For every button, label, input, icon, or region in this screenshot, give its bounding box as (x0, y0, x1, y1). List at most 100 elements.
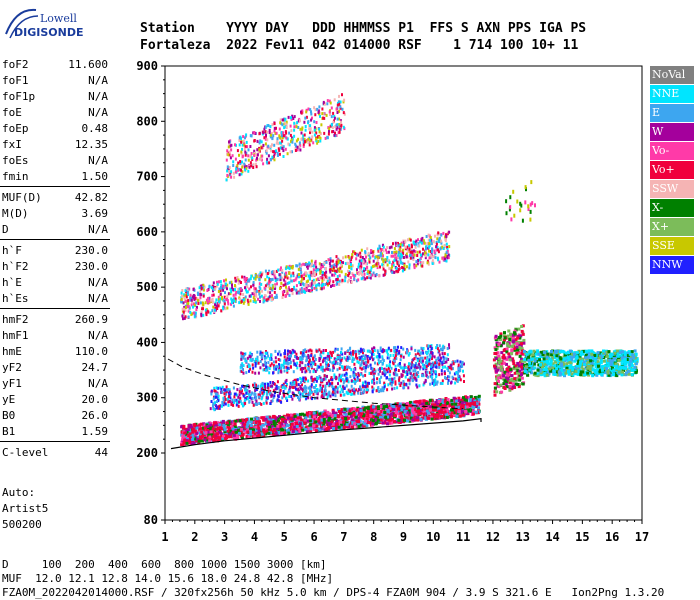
echo-point (265, 422, 269, 426)
echo-point (350, 418, 354, 422)
echo-point (414, 245, 417, 249)
echo-point (459, 414, 463, 418)
echo-point (307, 279, 309, 283)
echo-point (406, 349, 408, 353)
echo-point (330, 377, 332, 381)
echo-point (351, 264, 354, 268)
echo-point (305, 283, 308, 286)
echo-point (408, 412, 411, 416)
echo-point (292, 413, 295, 417)
echo-point (319, 363, 322, 367)
echo-point (197, 439, 201, 443)
echo-point (182, 301, 185, 305)
echo-point (299, 367, 302, 371)
echo-point (320, 418, 323, 422)
echo-point (293, 394, 296, 398)
echo-point (320, 355, 323, 359)
echo-point (338, 376, 341, 380)
echo-point (266, 282, 269, 286)
echo-point (405, 265, 408, 269)
echo-point (435, 242, 438, 246)
echo-point (245, 282, 248, 286)
echo-point (316, 427, 320, 431)
echo-point (181, 437, 185, 441)
echo-point (239, 429, 243, 433)
echo-point (246, 422, 250, 426)
echo-point (241, 275, 244, 279)
echo-point (372, 405, 376, 409)
echo-point (387, 383, 390, 387)
echo-point (191, 435, 195, 439)
echo-point (366, 407, 370, 411)
echo-point (236, 418, 240, 422)
echo-point (376, 258, 379, 262)
echo-point (181, 307, 184, 311)
echo-point (263, 355, 266, 359)
param-value: 26.0 (81, 409, 109, 422)
echo-point (262, 418, 266, 422)
echo-point (272, 389, 275, 393)
echo-point (238, 393, 241, 397)
echo-point (287, 266, 290, 270)
echo-point (284, 420, 288, 424)
echo-point (186, 302, 189, 306)
echo-point (302, 389, 305, 393)
echo-point (312, 392, 315, 396)
echo-point (410, 347, 413, 351)
echo-point (189, 425, 193, 429)
echo-point (417, 351, 419, 355)
echo-point (261, 271, 264, 275)
echo-point (193, 437, 197, 441)
echo-point (201, 439, 205, 443)
echo-point (361, 383, 364, 387)
param-row: h`Es N/A (0, 290, 112, 306)
echo-point (327, 283, 329, 287)
echo-point (371, 419, 375, 423)
echo-point (366, 357, 369, 361)
echo-point (234, 430, 238, 434)
echo-point (183, 431, 187, 435)
echo-point (384, 371, 387, 375)
echo-point (253, 416, 257, 420)
echo-point (265, 396, 268, 400)
echo-point (447, 369, 450, 372)
echo-point (359, 423, 363, 427)
echo-point (369, 350, 372, 354)
echo-point (272, 414, 276, 418)
echo-point (395, 357, 398, 361)
echo-point (300, 418, 304, 422)
echo-point (223, 388, 226, 392)
echo-point (182, 317, 184, 321)
echo-point (288, 389, 291, 393)
echo-point (423, 381, 426, 385)
param-label: fmin (2, 170, 29, 183)
echo-point (227, 435, 230, 439)
echo-point (181, 434, 185, 438)
echo-point (251, 432, 255, 436)
echo-point (377, 412, 381, 416)
echo-point (282, 293, 285, 297)
echo-point (203, 423, 207, 427)
echo-point (403, 410, 407, 414)
param-separator (0, 308, 110, 309)
echo-point (293, 417, 297, 421)
echo-point (287, 349, 290, 353)
echo-point (203, 285, 206, 289)
echo-point (333, 357, 336, 361)
echo-point (413, 367, 416, 371)
echo-point (412, 358, 415, 362)
echo-point (441, 361, 444, 365)
echo-point (329, 360, 332, 364)
echo-point (298, 364, 301, 367)
echo-point (321, 414, 325, 418)
echo-point (331, 390, 334, 394)
echo-point (432, 363, 435, 367)
echo-point (408, 368, 411, 372)
echo-point (193, 429, 197, 433)
echo-point (381, 248, 384, 252)
echo-point (328, 390, 331, 394)
echo-point (301, 370, 304, 374)
echo-point (382, 388, 385, 392)
echo-point (281, 290, 284, 294)
echo-point (439, 347, 442, 351)
